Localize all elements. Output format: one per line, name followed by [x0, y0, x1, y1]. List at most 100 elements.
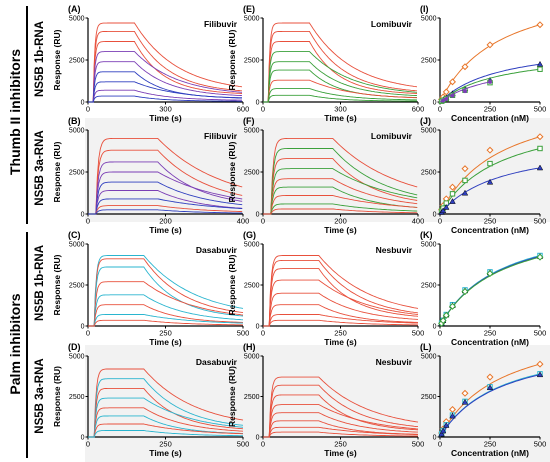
x-axis-label: Concentration (nM) — [451, 448, 529, 458]
y-tick-label: 0 — [433, 435, 437, 442]
sensorgram-curve-2 — [263, 158, 418, 215]
sensorgram-curve-3 — [263, 51, 418, 103]
sensorgram-curve-6 — [263, 195, 418, 215]
data-point — [463, 89, 467, 94]
panel-letter: (A) — [68, 4, 81, 14]
drug-label: Nesbuvir — [376, 357, 413, 367]
y-tick-label: 0 — [256, 324, 260, 331]
sensorgram-curve-7 — [88, 430, 243, 438]
data-point — [439, 317, 447, 325]
sensorgram-curve-4 — [263, 412, 418, 438]
y-tick-label: 5000 — [421, 16, 437, 23]
sensorgram-curve-2 — [263, 41, 418, 103]
y-tick-label: 2500 — [244, 170, 260, 177]
data-point — [461, 165, 469, 173]
sensorgram-curve-6 — [88, 81, 242, 103]
x-axis-label: Time (s) — [324, 337, 357, 347]
data-point — [536, 133, 544, 141]
data-point — [443, 203, 450, 210]
sensorgram-curve-4 — [263, 178, 418, 215]
sensorgram-curve-7 — [263, 88, 418, 103]
x-tick-label: 0 — [86, 440, 90, 449]
sensorgram-curve-5 — [88, 304, 244, 327]
sensorgram-curve-4 — [88, 407, 244, 438]
x-tick-label: 0 — [261, 329, 265, 338]
x-tick-label: 0 — [261, 217, 265, 226]
fit-curve-1 — [439, 148, 541, 215]
data-point — [439, 427, 447, 434]
y-axis-label: Response (RU) — [227, 254, 237, 315]
panel-letter: (F) — [243, 116, 255, 126]
row-band-d — [85, 345, 550, 462]
fit-curve-2 — [439, 68, 541, 103]
fit-curve-0 — [439, 136, 541, 215]
y-tick-label: 0 — [433, 100, 437, 107]
fit-curve-1 — [439, 373, 541, 438]
axes-7 — [262, 356, 418, 438]
panel-letter: (J) — [420, 116, 431, 126]
sensorgram-curve-4 — [88, 294, 244, 327]
x-tick-label: 0 — [86, 329, 90, 338]
y-tick-label: 2500 — [244, 58, 260, 65]
x-tick-label: 500 — [534, 217, 547, 226]
x-tick-label: 250 — [484, 217, 497, 226]
data-point — [461, 398, 469, 405]
data-point — [448, 405, 457, 413]
x-axis-label: Concentration (nM) — [451, 113, 529, 123]
data-point — [486, 384, 494, 391]
y-tick-label: 2500 — [421, 170, 437, 177]
y-tick-label: 0 — [81, 100, 85, 107]
drug-label: Dasabuvir — [196, 245, 238, 255]
y-tick-label: 0 — [433, 324, 437, 331]
x-axis-label: Time (s) — [149, 225, 182, 235]
x-tick-label: 500 — [534, 329, 547, 338]
sensorgram-curve-0 — [88, 137, 243, 215]
x-tick-label: 400 — [412, 217, 425, 226]
axes-5 — [262, 130, 418, 215]
data-point — [537, 66, 543, 72]
y-tick-label: 0 — [81, 435, 85, 442]
panel-10 — [437, 243, 544, 329]
panel-letter: (G) — [243, 230, 256, 240]
panel-2 — [85, 243, 244, 329]
fit-curve-3 — [439, 81, 491, 103]
x-tick-label: 250 — [484, 105, 497, 114]
data-point — [461, 389, 469, 397]
sensorgram-curve-7 — [88, 205, 243, 215]
x-tick-label: 0 — [261, 105, 265, 114]
x-tick-label: 200 — [334, 217, 347, 226]
panel-9 — [437, 129, 544, 217]
x-tick-label: 250 — [159, 329, 172, 338]
y-axis-label: Response (RU) — [52, 141, 62, 202]
y-tick-label: 0 — [256, 435, 260, 442]
panel-6 — [260, 243, 419, 329]
x-axis-label: Time (s) — [324, 225, 357, 235]
y-tick-label: 5000 — [244, 128, 260, 135]
sensorgram-curve-5 — [88, 415, 243, 438]
sensorgram-curve-3 — [263, 404, 419, 438]
sensorgram-curve-3 — [88, 281, 244, 327]
x-tick-label: 0 — [438, 440, 442, 449]
data-point — [536, 253, 544, 261]
data-point — [449, 191, 456, 197]
sensorgram-curve-3 — [263, 168, 418, 215]
panel-letter: (H) — [243, 342, 256, 352]
axes-10 — [439, 244, 540, 327]
axes-9 — [439, 130, 540, 215]
data-point — [536, 21, 544, 29]
sensorgram-curve-2 — [88, 161, 243, 215]
fit-curve-0 — [439, 363, 541, 438]
y-tick-label: 0 — [256, 100, 260, 107]
x-axis-label: Concentration (nM) — [451, 225, 529, 235]
data-point — [536, 60, 544, 67]
sensorgram-curve-6 — [88, 314, 243, 327]
sensorgram-curve-8 — [263, 94, 418, 103]
panel-letter: (E) — [243, 4, 255, 14]
y-tick-label: 5000 — [244, 16, 260, 23]
sensorgram-curve-1 — [263, 30, 418, 103]
x-tick-label: 0 — [86, 217, 90, 226]
panel-letter: (L) — [420, 342, 432, 352]
drug-label: Dasabuvir — [196, 357, 238, 367]
panel-7 — [260, 355, 419, 440]
data-point — [449, 198, 456, 204]
